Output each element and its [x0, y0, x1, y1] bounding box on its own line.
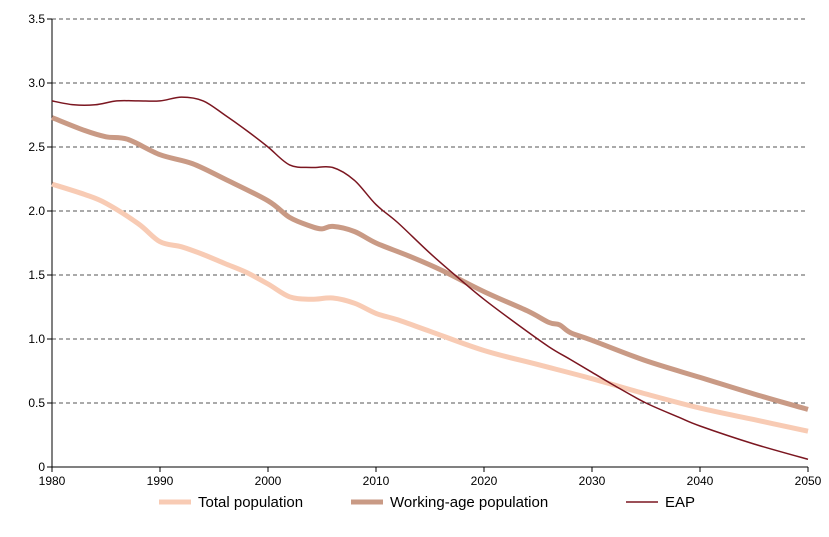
x-tick-label: 2000 [255, 474, 282, 488]
legend-label-0: Total population [198, 494, 303, 511]
x-tick-label: 2050 [795, 474, 822, 488]
legend-label-2: EAP [665, 494, 695, 511]
x-tick-label: 1980 [39, 474, 66, 488]
y-tick-label: 3.5 [28, 12, 45, 26]
y-tick-label: 0 [38, 460, 45, 474]
y-tick-label: 2.5 [28, 140, 45, 154]
y-tick-label: 3.0 [28, 76, 45, 90]
axes [47, 18, 809, 472]
x-tick-label: 2010 [363, 474, 390, 488]
x-tick-label: 2040 [687, 474, 714, 488]
legend: Total population Working-age population EA… [159, 494, 695, 511]
x-tick-label: 2030 [579, 474, 606, 488]
series-line-0 [51, 181, 809, 434]
y-tick-label: 1.5 [28, 268, 45, 282]
x-tick-label: 2020 [471, 474, 498, 488]
legend-label-1: Working-age population [390, 494, 548, 511]
y-tick-label: 1.0 [28, 332, 45, 346]
data-series [51, 96, 809, 461]
series-line-2 [51, 96, 809, 461]
y-axis-tick-labels: 0 0.5 1.0 1.5 2.0 2.5 3.0 3.5 [28, 12, 45, 474]
x-tick-label: 1990 [147, 474, 174, 488]
grid-lines [52, 18, 808, 404]
x-axis-tick-labels: 1980 1990 2000 2010 2020 2030 2040 2050 [39, 474, 822, 488]
series-line-1 [51, 115, 809, 412]
y-tick-label: 2.0 [28, 204, 45, 218]
y-tick-label: 0.5 [28, 396, 45, 410]
